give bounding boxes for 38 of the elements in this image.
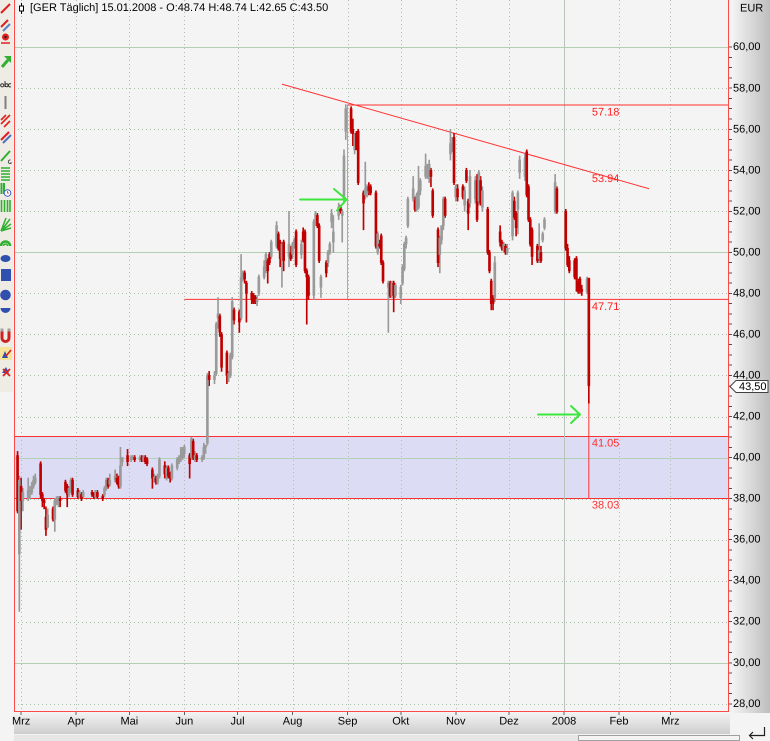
y-tick-label: 58,00 (733, 82, 761, 94)
x-tick-label: Jul (230, 716, 245, 728)
ref-line-label: 38.03 (592, 500, 620, 512)
annotation: 53.94 (592, 173, 620, 186)
x-tick-label: 2008 (552, 716, 576, 728)
x-tick-label: Mrz (661, 716, 680, 728)
ref-line-label: 41.05 (592, 438, 620, 450)
x-tick-label: Sep (338, 716, 358, 728)
y-tick-label: 28,00 (733, 698, 761, 710)
y-tick-label: 52,00 (733, 205, 761, 218)
x-tick-label: Nov (446, 716, 466, 728)
y-axis-title: EUR (740, 2, 764, 15)
y-tick-label: 56,00 (733, 123, 761, 136)
chart-title: [GER Täglich] 15.01.2008 - O:48.74 H:48.74 L:42.65 C:43.50 (30, 2, 328, 15)
annotation: 57.18 (592, 106, 620, 119)
x-tick-label: Jun (175, 716, 194, 728)
annotation: 47.71 (592, 300, 620, 313)
x-tick-label: Apr (68, 716, 85, 728)
text: 43,50 (739, 381, 767, 394)
y-tick-label: 34,00 (733, 574, 761, 587)
y-tick-label: 32,00 (733, 616, 761, 628)
x-tick-label: Mai (120, 716, 138, 728)
y-tick-label: 48,00 (733, 287, 761, 300)
x-tick-label: Feb (610, 716, 628, 728)
x-tick-label: Okt (392, 716, 410, 728)
y-tick-label: 46,00 (733, 328, 761, 340)
y-tick-label: 50,00 (733, 246, 761, 258)
y-tick-label: 40,00 (733, 452, 761, 464)
x-tick-label: Dez (499, 716, 519, 728)
y-tick-label: 44,00 (733, 370, 761, 382)
x-tick-label: Mrz (12, 716, 30, 728)
y-tick-label: 38,00 (733, 492, 761, 505)
x-tick-label: Aug (282, 716, 302, 728)
y-tick-label: 54,00 (733, 164, 761, 176)
y-tick-label: 60,00 (733, 41, 761, 54)
y-tick-label: 36,00 (733, 534, 761, 546)
y-tick-label: 42,00 (733, 410, 761, 423)
y-tick-label: 30,00 (733, 656, 761, 669)
